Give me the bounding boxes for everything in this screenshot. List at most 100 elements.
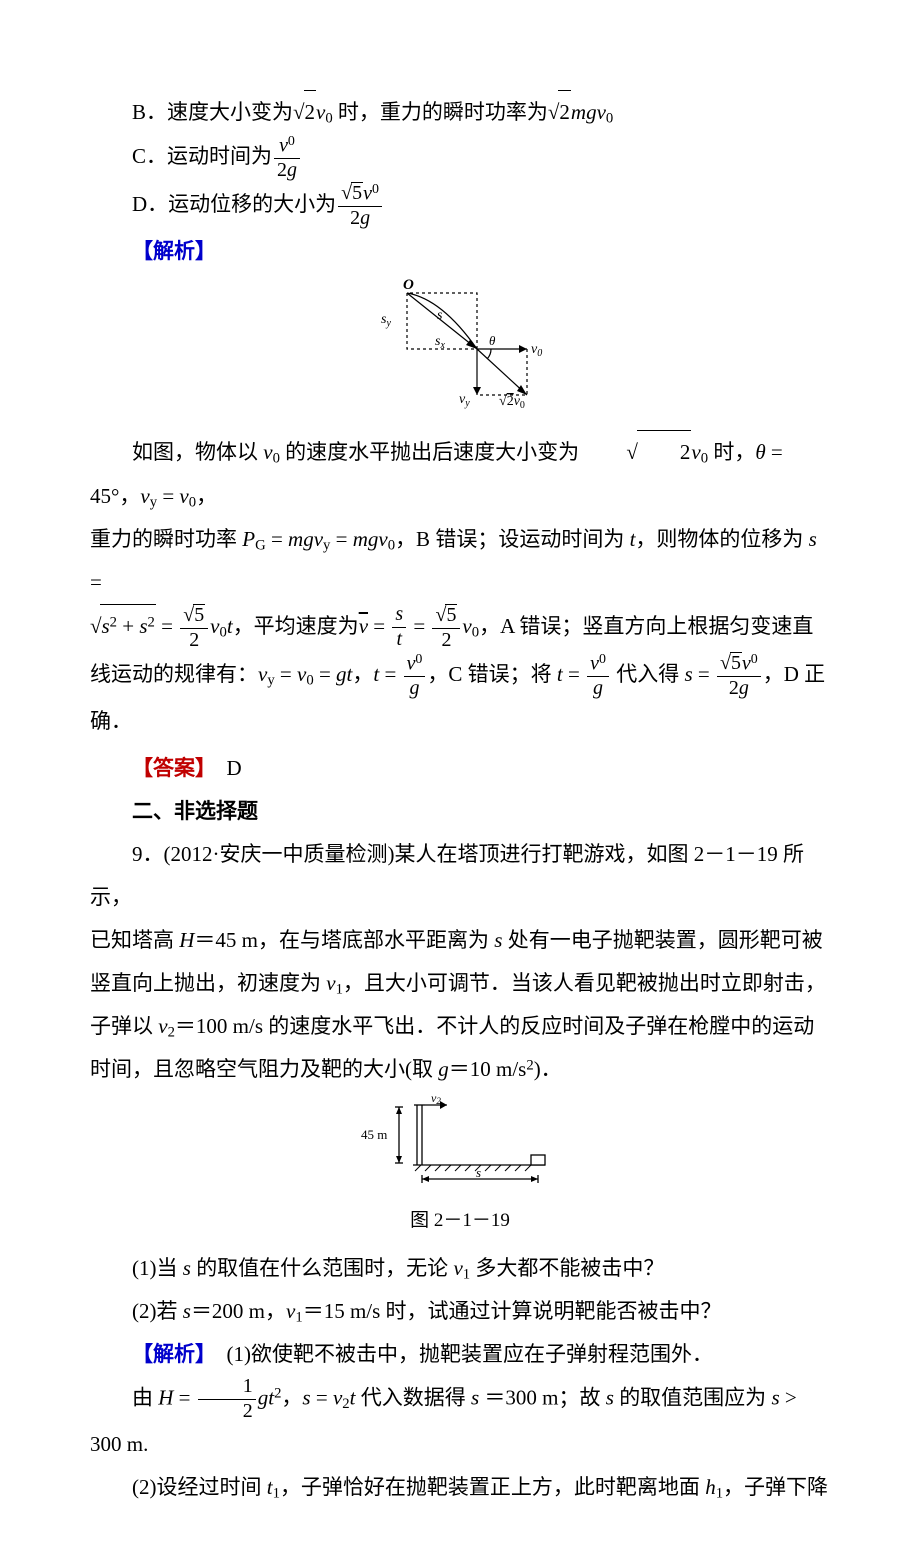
- q9-sub2: (2)若 s＝200 m，v1＝15 m/s 时，试通过计算说明靶能否被击中？: [90, 1290, 830, 1333]
- t: ，且大小可调节．当该人看见靶被抛出时立即射击，: [343, 971, 826, 995]
- option-b-label: B．: [132, 100, 167, 124]
- t: ，A 错误；竖直方向上根据匀变速直: [479, 614, 813, 638]
- t: ，B 错误；设运动时间为: [395, 527, 630, 551]
- t: 线运动的规律有：: [90, 662, 258, 686]
- t: 的取值在什么范围时，无论: [191, 1256, 454, 1280]
- t: s: [183, 1299, 191, 1323]
- analysis-label-2: 【解析】: [132, 1342, 216, 1366]
- analysis-label-1: 【解析】: [90, 230, 830, 273]
- svg-text:45 m: 45 m: [361, 1127, 387, 1142]
- svg-text:sx: sx: [435, 334, 445, 351]
- sqrt-2: 2: [293, 90, 316, 134]
- t: ，: [281, 1386, 302, 1410]
- t: v: [158, 1014, 167, 1038]
- t: 1: [463, 1267, 470, 1283]
- explain-p5: 确．: [90, 700, 830, 743]
- svg-text:vy: vy: [459, 392, 470, 409]
- t: s: [183, 1256, 191, 1280]
- t: ，: [196, 484, 217, 508]
- option-b: B．速度大小变为2v0 时，重力的瞬时功率为2mgv0: [90, 90, 830, 134]
- t: 多大都不能被击中？: [470, 1256, 664, 1280]
- answer-label: 【答案】: [132, 756, 216, 780]
- t: 代入数据得: [355, 1386, 471, 1410]
- t: 的取值范围应为: [614, 1386, 772, 1410]
- svg-text:sy: sy: [381, 312, 391, 329]
- t: 子弹以: [90, 1014, 158, 1038]
- svg-text:v2: v2: [431, 1095, 441, 1106]
- t: H: [179, 928, 194, 952]
- t: ，: [352, 662, 373, 686]
- t: ＝100 m/s 的速度水平飞出．不计人的反应时间及子弹在枪膛中的运动: [175, 1014, 814, 1038]
- t: (2)若: [132, 1299, 183, 1323]
- sqrt-2b: 2: [548, 90, 571, 134]
- explain-p2: 重力的瞬时功率 PG = mgvy = mgv0，B 错误；设运动时间为 t，则…: [90, 518, 830, 604]
- explain-p1: 如图，物体以 v0 的速度水平抛出后速度大小变为 2v0 时，θ = 45°，v…: [90, 430, 830, 517]
- option-b-text-1: 速度大小变为: [167, 100, 293, 124]
- t: ＝10 m/s: [449, 1057, 527, 1081]
- q9-line5: 时间，且忽略空气阻力及靶的大小(取 g＝10 m/s2)．: [90, 1048, 830, 1091]
- t: 由: [132, 1386, 158, 1410]
- answer-value: D: [227, 756, 242, 780]
- frac-d: 5v02g: [338, 182, 382, 230]
- svg-text:O: O: [403, 277, 414, 293]
- t: ，: [119, 484, 140, 508]
- t: ，则物体的位移为: [635, 527, 808, 551]
- svg-text:θ: θ: [489, 333, 496, 348]
- page: B．速度大小变为2v0 时，重力的瞬时功率为2mgv0 C．运动时间为v02g …: [0, 0, 920, 1549]
- q9-sub1: (1)当 s 的取值在什么范围时，无论 v1 多大都不能被击中？: [90, 1247, 830, 1290]
- t: (1)当: [132, 1256, 183, 1280]
- t: v: [286, 1299, 295, 1323]
- t: ，D 正: [763, 662, 825, 686]
- q9-line1: 9．(2012·安庆一中质量检测)某人在塔顶进行打靶游戏，如图 2－1－19 所…: [90, 833, 830, 919]
- t: 重力的瞬时功率: [90, 527, 242, 551]
- t: ，子弹下降: [723, 1475, 828, 1499]
- explain-p3: s2 + s2 = 52v0t，平均速度为v = st = 52v0，A 错误；…: [90, 604, 830, 652]
- t: (1)欲使靶不被击中，抛靶装置应在子弹射程范围外．: [227, 1342, 713, 1366]
- t: ＝300 m；故: [484, 1386, 605, 1410]
- t: ，平均速度为: [233, 614, 359, 638]
- t: (2)设经过时间: [132, 1475, 267, 1499]
- t: ，C 错误；将: [427, 662, 557, 686]
- t: 竖直向上抛出，初速度为: [90, 971, 326, 995]
- t: ＝15 m/s 时，试通过计算说明靶能否被击中？: [303, 1299, 722, 1323]
- q9-analysis-1: 【解析】 (1)欲使靶不被击中，抛靶装置应在子弹射程范围外．: [90, 1333, 830, 1376]
- option-c: C．运动时间为v02g: [90, 134, 830, 182]
- t: 时，: [708, 440, 755, 464]
- t: ＝200 m，: [191, 1299, 286, 1323]
- t: v: [453, 1256, 462, 1280]
- t: 代入得: [611, 662, 685, 686]
- t: 处有一电子抛靶装置，圆形靶可被: [502, 928, 822, 952]
- t: ，子弹恰好在抛靶装置正上方，此时靶离地面: [280, 1475, 705, 1499]
- t: 已知塔高: [90, 928, 179, 952]
- t: )．: [534, 1057, 562, 1081]
- svg-text:s: s: [476, 1165, 481, 1180]
- figure-2: v2 45 m: [90, 1095, 830, 1241]
- q9-analysis-2: 由 H = 12gt2，s = v2t 代入数据得 s ＝300 m；故 s 的…: [90, 1376, 830, 1466]
- option-b-text-2: 时，重力的瞬时功率为: [338, 100, 548, 124]
- figure-2-caption: 图 2－1－19: [90, 1202, 830, 1241]
- t: 1: [295, 1310, 302, 1326]
- t: 2: [168, 1025, 175, 1041]
- figure-1: O sy sx s v0 vy: [90, 277, 830, 424]
- t: 时间，且忽略空气阻力及靶的大小(取: [90, 1057, 438, 1081]
- t: 2: [526, 1058, 533, 1074]
- section-2-heading: 二、非选择题: [90, 790, 830, 833]
- option-d-text: 运动位移的大小为: [168, 192, 336, 216]
- option-c-label: C．: [132, 144, 167, 168]
- svg-text:v0: v0: [531, 342, 542, 359]
- option-d-label: D．: [132, 192, 168, 216]
- frac-c: v02g: [274, 134, 300, 182]
- q9-line2: 已知塔高 H＝45 m，在与塔底部水平距离为 s 处有一电子抛靶装置，圆形靶可被: [90, 919, 830, 962]
- t: 1: [336, 982, 343, 998]
- t: v: [326, 971, 335, 995]
- t: ＝45 m，在与塔底部水平距离为: [194, 928, 494, 952]
- answer-line: 【答案】 D: [90, 747, 830, 790]
- svg-text:s: s: [437, 308, 443, 323]
- option-d: D．运动位移的大小为5v02g: [90, 182, 830, 230]
- q9-line3: 竖直向上抛出，初速度为 v1，且大小可调节．当该人看见靶被抛出时立即射击，: [90, 962, 830, 1005]
- explain-p4: 线运动的规律有：vy = v0 = gt，t = v0g，C 错误；将 t = …: [90, 652, 830, 700]
- t: 的速度水平抛出后速度大小变为: [280, 440, 585, 464]
- option-c-text: 运动时间为: [167, 144, 272, 168]
- t: 如图，物体以: [132, 440, 263, 464]
- svg-text:√2v0: √2v0: [499, 394, 525, 409]
